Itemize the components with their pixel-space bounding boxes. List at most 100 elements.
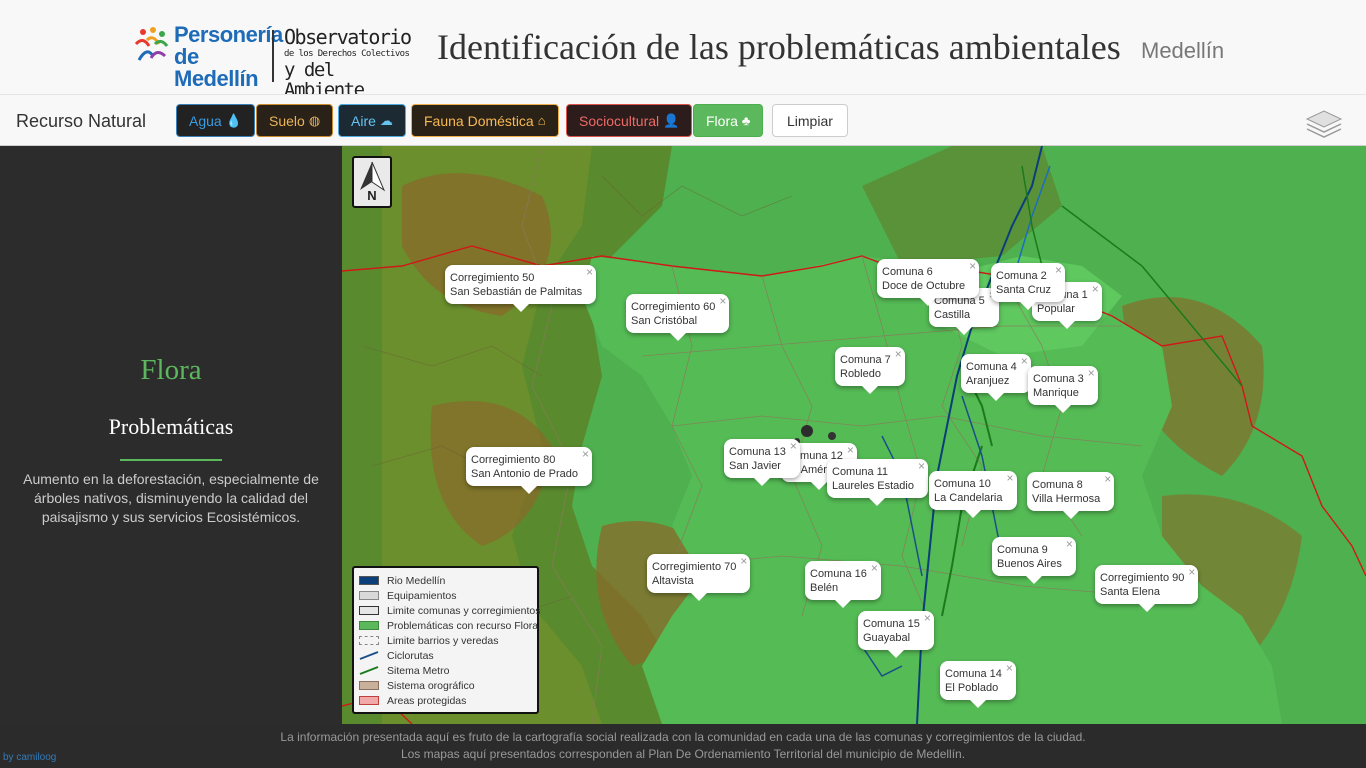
logo-divider [272,30,274,82]
legend-swatch [359,681,379,690]
flora-button-label: Flora [706,112,738,129]
popup-line2: Santa Elena [1100,586,1160,598]
limpiar-button-label: Limpiar [787,112,833,129]
logo-personeria-line1: Personería [174,22,283,47]
resource-toolbar: Recurso Natural Agua 💧 Suelo ◍ Aire ☁ Fa… [0,94,1366,146]
close-icon[interactable]: × [894,347,902,361]
map-popup[interactable]: × Comuna 8 Villa Hermosa [1027,472,1115,519]
logo-obs-line1: Observatorio [284,25,412,49]
map-popup[interactable]: × Comuna 9 Buenos Aires [992,537,1076,584]
info-sidebar: Flora Problemáticas Aumento en la defore… [0,146,342,724]
popup-line2: Laureles Estadio [832,480,914,492]
flora-button[interactable]: Flora ♣ [693,104,764,137]
close-icon[interactable]: × [1055,263,1063,277]
popup-line1: Comuna 14 [945,668,1002,680]
footer-line2: Los mapas aquí presentados corresponden … [400,747,966,761]
close-icon[interactable]: × [1087,366,1095,380]
layers-icon[interactable] [1305,105,1343,139]
sociocultural-button[interactable]: Sociocultural 👤 [566,104,693,137]
resource-label: Recurso Natural [16,111,147,131]
close-icon[interactable]: × [789,439,797,453]
map-popup[interactable]: × Corregimiento 80 San Antonio de Prado [466,447,593,494]
popup-line1: Corregimiento 60 [631,301,716,313]
popup-line1: Comuna 10 [934,478,991,490]
popup-line2: La Candelaria [934,492,1003,504]
map-popup[interactable]: × Corregimiento 90 Santa Elena [1095,565,1199,612]
header: Personería de Medellín Donde todos conta… [0,0,1366,121]
popup-line1: Comuna 11 [832,466,889,478]
suelo-button-label: Suelo [269,112,305,129]
close-icon[interactable]: × [1091,282,1099,296]
close-icon[interactable]: × [1020,354,1028,368]
tree-icon: ♣ [741,113,751,128]
close-icon[interactable]: × [582,447,590,461]
popup-line1: Comuna 4 [966,361,1017,373]
logo-observatorio-text: Observatorio de los Derechos Colectivos … [284,26,419,100]
problematicas-heading: Problemáticas [108,414,234,439]
close-icon[interactable]: × [586,265,594,279]
popup-line2: Buenos Aires [997,558,1062,570]
logo-personeria-observatorio[interactable]: Personería de Medellín Donde todos conta… [133,22,419,121]
aire-button[interactable]: Aire ☁ [338,104,406,137]
limpiar-button[interactable]: Limpiar [772,104,848,137]
legend-label: Ciclorutas [387,649,434,662]
popup-line1: Comuna 16 [810,568,867,580]
legend-label: Problemáticas con recurso Flora [387,619,539,632]
popup-line2: Popular [1037,303,1075,315]
map-popup[interactable]: × Comuna 11 Laureles Estadio [827,459,928,506]
city-subtitle: Medellín [1141,38,1225,63]
cloud-icon: ☁ [379,112,393,128]
resource-title: Flora [140,354,202,386]
map-popup[interactable]: × Comuna 16 Belén [805,561,881,608]
footer: La información presentada aquí es fruto … [0,724,1366,768]
legend-item: Problemáticas con recurso Flora [359,618,539,633]
popup-line2: San Sebastián de Palmitas [450,286,583,298]
close-icon[interactable]: × [1188,565,1196,579]
popup-line1: Comuna 12 [786,450,843,462]
legend-item: Limite barrios y veredas [359,633,537,648]
agua-button[interactable]: Agua 💧 [176,104,255,137]
legend-label: Areas protegidas [387,694,467,707]
legend-label: Limite barrios y veredas [387,634,499,647]
map-popup[interactable]: × Comuna 2 Santa Cruz [991,263,1066,310]
map-popup[interactable]: × Comuna 14 El Poblado [940,661,1016,708]
map-popup[interactable]: × Comuna 15 Guayabal [858,611,934,658]
close-icon[interactable]: × [969,259,977,273]
page-title: Identificación de las problemáticas ambi… [437,27,1121,67]
close-icon[interactable]: × [846,443,854,457]
map-popup[interactable]: × Comuna 13 San Javier [724,439,800,486]
legend-swatch [359,606,379,615]
close-icon[interactable]: × [1065,537,1073,551]
close-icon[interactable]: × [923,611,931,625]
close-icon[interactable]: × [870,561,878,575]
popup-line2: Santa Cruz [996,284,1052,296]
popup-line2: San Javier [729,460,781,472]
legend-item: Limite comunas y corregimientos [359,603,540,618]
close-icon[interactable]: × [1006,471,1014,485]
map-popup[interactable]: × Corregimiento 70 Altavista [647,554,751,601]
agua-button-label: Agua [189,112,222,129]
close-icon[interactable]: × [1005,661,1013,675]
people-figures-icon [134,27,169,61]
map-popup[interactable]: × Corregimiento 50 San Sebastián de Palm… [445,265,597,312]
problematica-description: Aumento en la deforestación, especialmen… [23,471,319,525]
map-popup[interactable]: × Corregimiento 60 San Cristóbal [626,294,730,341]
close-icon[interactable]: × [917,459,925,473]
close-icon[interactable]: × [719,294,727,308]
map-popup[interactable]: × Comuna 3 Manrique [1028,366,1098,413]
suelo-button[interactable]: Suelo ◍ [256,104,334,137]
fauna-domestica-button[interactable]: Fauna Doméstica ⌂ [411,104,559,137]
popup-line1: Comuna 2 [996,270,1047,282]
legend-swatch [359,576,379,585]
map-popup[interactable]: × Comuna 7 Robledo [835,347,905,394]
water-drop-icon: 💧 [225,112,242,128]
close-icon[interactable]: × [1104,472,1112,486]
legend-swatch [359,696,379,705]
map-popup[interactable]: × Comuna 6 Doce de Octubre [877,259,980,306]
author-credit-link[interactable]: by camiloog [3,752,57,763]
legend-item: Sistema orográfico [359,678,537,693]
map-popup[interactable]: × Comuna 10 La Candelaria [929,471,1017,518]
close-icon[interactable]: × [740,554,748,568]
legend-swatch [359,636,379,645]
map-popup[interactable]: × Comuna 4 Aranjuez [961,354,1031,401]
